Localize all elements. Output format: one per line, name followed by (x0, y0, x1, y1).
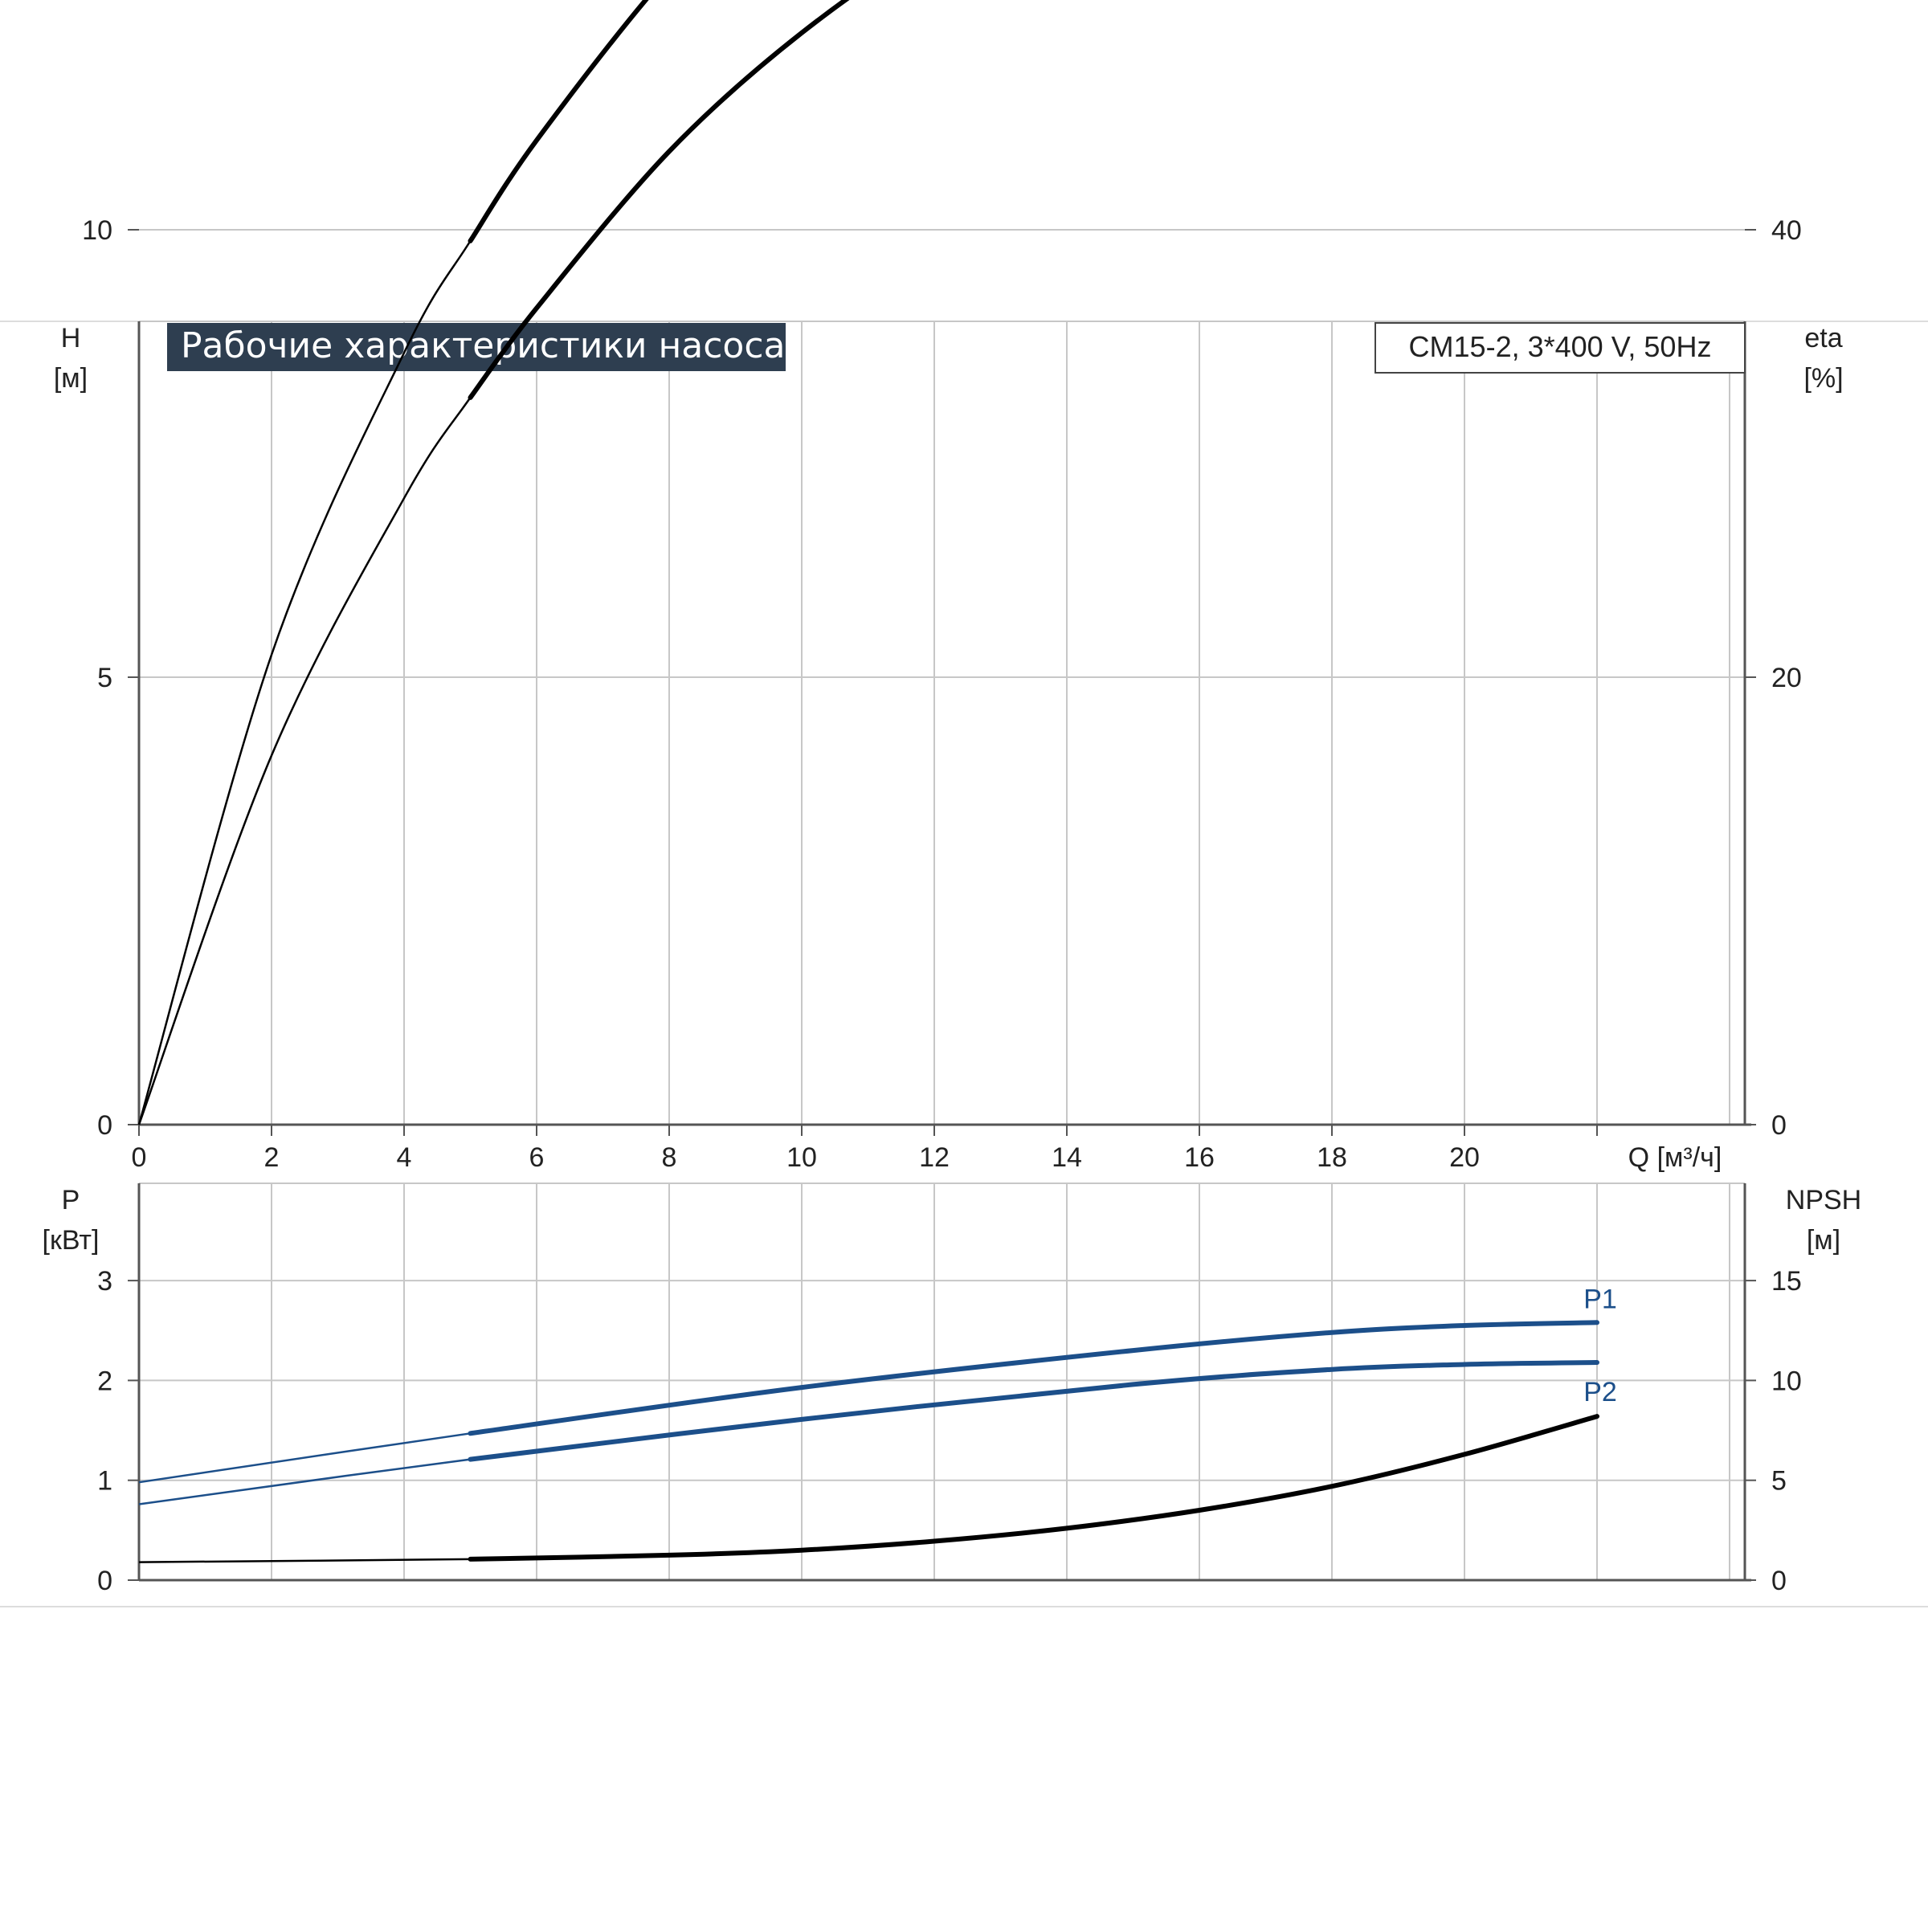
x-tick-label: 8 (662, 1142, 677, 1173)
bottom-left-axis-name: P (62, 1185, 80, 1215)
bottom-series-1-line-thin (138, 1361, 1598, 1505)
bottom-series-2-line-thin (138, 1415, 1598, 1563)
bottom-series-0-line-thin (138, 1321, 1598, 1484)
bottom-series-0-line (468, 1320, 1599, 1436)
top-right-axis-name: eta (1804, 323, 1842, 353)
top-right-tick-label: 0 (1771, 1110, 1787, 1141)
top-right-tick-label: 40 (1771, 215, 1802, 246)
bottom-series-1-line (468, 1360, 1599, 1462)
title-box (167, 323, 786, 371)
bottom-right-axis-name: NPSH (1786, 1185, 1861, 1215)
x-tick-label: 4 (397, 1142, 412, 1173)
bottom-right-tick-label: 15 (1771, 1266, 1802, 1297)
x-tick-label: 14 (1052, 1142, 1082, 1173)
top-left-axis-unit: [м] (54, 363, 88, 394)
x-tick-label: 2 (264, 1142, 280, 1173)
bottom-left-axis-unit: [кВт] (43, 1225, 100, 1256)
top-right-axis-unit: [%] (1803, 363, 1843, 394)
bottom-left-tick-label: 3 (97, 1266, 112, 1297)
x-tick-label: 20 (1449, 1142, 1480, 1173)
bottom-right-tick-label: 5 (1771, 1466, 1787, 1497)
top-series-1-line-thin (137, 0, 647, 1125)
x-tick-label: 18 (1317, 1142, 1347, 1173)
x-tick-label: 0 (132, 1142, 147, 1173)
top-left-tick-label: 5 (97, 663, 112, 693)
top-left-tick-label: 10 (82, 215, 112, 246)
bottom-right-tick-label: 10 (1771, 1366, 1802, 1396)
chart-title: Рабочие характеристики насоса (181, 325, 785, 366)
top-right-tick-label: 20 (1771, 663, 1802, 693)
bottom-right-tick-label: 0 (1771, 1566, 1787, 1596)
series-label-p2: P2 (1583, 1377, 1617, 1407)
x-tick-label: 10 (786, 1142, 817, 1173)
x-tick-label: 16 (1184, 1142, 1215, 1173)
top-left-tick-label: 0 (97, 1110, 112, 1141)
top-left-axis-name: H (61, 323, 81, 353)
top-series-1-line (468, 0, 649, 243)
bottom-left-tick-label: 1 (97, 1466, 112, 1497)
x-axis-label: Q [м³/ч] (1628, 1142, 1722, 1173)
model-box (1375, 322, 1746, 374)
bottom-series-2-line (468, 1414, 1599, 1562)
bottom-right-axis-unit: [м] (1807, 1225, 1840, 1256)
model-label: CM15-2, 3*400 V, 50Hz (1409, 330, 1712, 363)
top-series-2-line-thin (137, 0, 848, 1125)
x-tick-label: 6 (529, 1142, 545, 1173)
series-label-p1: P1 (1583, 1284, 1617, 1314)
bottom-left-tick-label: 2 (97, 1366, 112, 1396)
x-tick-label: 12 (919, 1142, 950, 1173)
top-series-2-line (468, 0, 850, 400)
bottom-left-tick-label: 0 (97, 1566, 112, 1596)
